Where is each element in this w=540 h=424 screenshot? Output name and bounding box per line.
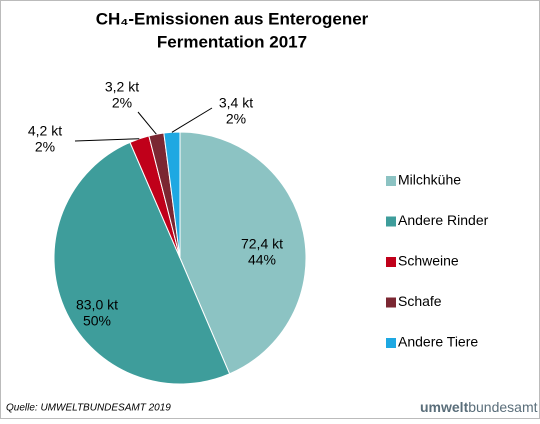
value-label: 3,4 kt bbox=[219, 95, 253, 111]
legend-label: Andere Rinder bbox=[398, 212, 489, 228]
logo-part: bundesamt bbox=[468, 399, 537, 415]
legend-swatch bbox=[386, 338, 396, 348]
percent-label: 2% bbox=[35, 139, 55, 155]
chart-title: Fermentation 2017 bbox=[157, 32, 307, 51]
legend-swatch bbox=[386, 216, 396, 227]
leader-line bbox=[171, 107, 213, 133]
percent-label: 50% bbox=[83, 313, 111, 329]
logo: umweltbundesamt bbox=[420, 399, 538, 415]
logo-part: umwelt bbox=[420, 399, 469, 415]
legend-swatch bbox=[386, 176, 396, 186]
pie-slice bbox=[53, 141, 231, 385]
legend-label: Schafe bbox=[398, 293, 442, 309]
leader-line bbox=[74, 138, 140, 142]
legend-label: Milchkühe bbox=[398, 172, 461, 188]
leader-line bbox=[137, 111, 157, 135]
percent-label: 2% bbox=[226, 111, 246, 127]
value-label: 3,2 kt bbox=[105, 79, 139, 95]
legend-label: Andere Tiere bbox=[398, 334, 478, 350]
value-label: 83,0 kt bbox=[76, 297, 118, 313]
legend-label: Schweine bbox=[398, 253, 459, 269]
value-label: 72,4 kt bbox=[241, 236, 283, 252]
legend-swatch bbox=[386, 297, 396, 308]
source: Quelle: UMWELTBUNDESAMT 2019 bbox=[6, 403, 171, 414]
value-label: 4,2 kt bbox=[28, 123, 62, 139]
legend-swatch bbox=[386, 257, 396, 267]
percent-label: 2% bbox=[112, 95, 132, 111]
pie-slice bbox=[179, 131, 307, 375]
chart-title: CH₄-Emissionen aus Enterogener bbox=[96, 9, 369, 28]
percent-label: 44% bbox=[248, 252, 276, 268]
